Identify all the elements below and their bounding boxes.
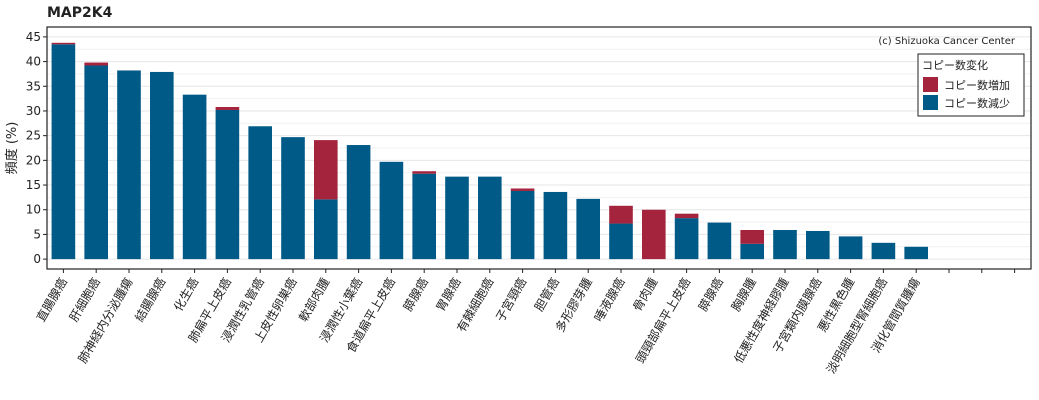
x-tick-label: 唾液腺癌: [591, 275, 628, 324]
y-tick-label: 0: [33, 252, 41, 266]
x-tick-label: 胸腺腫: [728, 275, 759, 314]
bar-copy-loss: [412, 173, 437, 260]
bar-copy-loss: [576, 198, 601, 260]
bar-copy-loss: [477, 176, 502, 260]
bars: [51, 42, 929, 260]
bar-copy-loss: [674, 218, 699, 260]
x-tick-label: 膵腺癌: [400, 275, 431, 314]
bar-copy-loss: [773, 229, 797, 260]
legend-swatch-increase: [923, 77, 938, 92]
bar-copy-loss: [510, 190, 535, 260]
bar-copy-gain: [215, 107, 240, 110]
gridlines: [47, 36, 1031, 260]
x-tick-label: 軟部肉腫: [295, 275, 332, 324]
y-tick-label: 20: [26, 153, 41, 167]
bar-copy-gain: [51, 42, 76, 45]
y-tick-label: 35: [26, 79, 41, 93]
bar-copy-gain: [510, 188, 535, 191]
bar-copy-loss: [740, 243, 765, 260]
bar-copy-loss: [346, 145, 371, 260]
y-tick-label: 40: [26, 55, 41, 69]
bar-copy-gain: [641, 209, 666, 260]
plot-border: [46, 26, 1032, 270]
legend-label-increase: コピー数増加: [944, 79, 1010, 92]
x-tick-label: 膵腺癌: [695, 275, 726, 314]
y-axis-label: 頻度 (%): [4, 122, 20, 175]
bar-copy-gain: [740, 229, 765, 244]
y-axis-ticks: 0 5 10 15 20 25 30 35 40 45: [26, 30, 47, 266]
bar-copy-gain: [609, 205, 633, 224]
bar-copy-loss: [379, 161, 404, 260]
legend: コピー数変化 コピー数増加 コピー数減少: [917, 53, 1025, 117]
bar-copy-loss: [805, 230, 830, 260]
copyright-note: (c) Shizuoka Cancer Center: [878, 36, 1016, 47]
y-tick-label: 5: [33, 227, 41, 241]
bar-copy-loss: [248, 126, 273, 260]
bar-copy-loss: [871, 242, 896, 260]
bar-copy-loss: [445, 176, 469, 260]
bar-copy-loss: [609, 223, 633, 260]
bar-copy-loss: [281, 137, 305, 260]
bar-copy-loss: [707, 222, 732, 260]
bar-copy-loss: [838, 236, 863, 260]
x-tick-label: 直腸腺癌: [33, 275, 70, 324]
x-tick-label: 肝細胞癌: [66, 275, 103, 324]
y-tick-label: 45: [26, 30, 41, 44]
bar-copy-loss: [543, 191, 568, 260]
bar-copy-loss: [51, 44, 76, 260]
bar-copy-loss: [84, 65, 109, 260]
legend-title: コピー数変化: [922, 58, 988, 72]
bar-copy-gain: [412, 171, 437, 174]
x-tick-label: 結腸腺癌: [131, 275, 168, 324]
bar-copy-gain: [313, 140, 338, 200]
bar-copy-loss: [215, 109, 240, 260]
bar-copy-loss: [313, 199, 338, 260]
x-tick-label: 骨肉腫: [630, 276, 660, 314]
y-tick-label: 10: [26, 203, 41, 217]
chart-title: MAP2K4: [47, 5, 113, 21]
y-tick-label: 15: [26, 178, 41, 192]
bar-copy-loss: [149, 71, 174, 260]
bar-copy-gain: [674, 213, 699, 219]
x-tick-label: 胆管癌: [531, 275, 562, 314]
legend-swatch-decrease: [923, 95, 938, 110]
bar-copy-gain: [84, 62, 109, 66]
x-tick-label: 化生癌: [170, 275, 201, 314]
legend-label-decrease: コピー数減少: [944, 96, 1010, 110]
bar-copy-loss: [182, 94, 207, 260]
bar-copy-loss: [904, 246, 929, 260]
y-tick-label: 25: [26, 129, 41, 143]
x-tick-label: 子宮頸癌: [492, 275, 529, 324]
y-tick-label: 30: [26, 104, 41, 118]
x-tick-label: 胃腺癌: [433, 275, 464, 314]
bar-copy-loss: [117, 70, 141, 260]
x-tick-label: 淡明細胞型腎細胞癌: [823, 275, 890, 376]
